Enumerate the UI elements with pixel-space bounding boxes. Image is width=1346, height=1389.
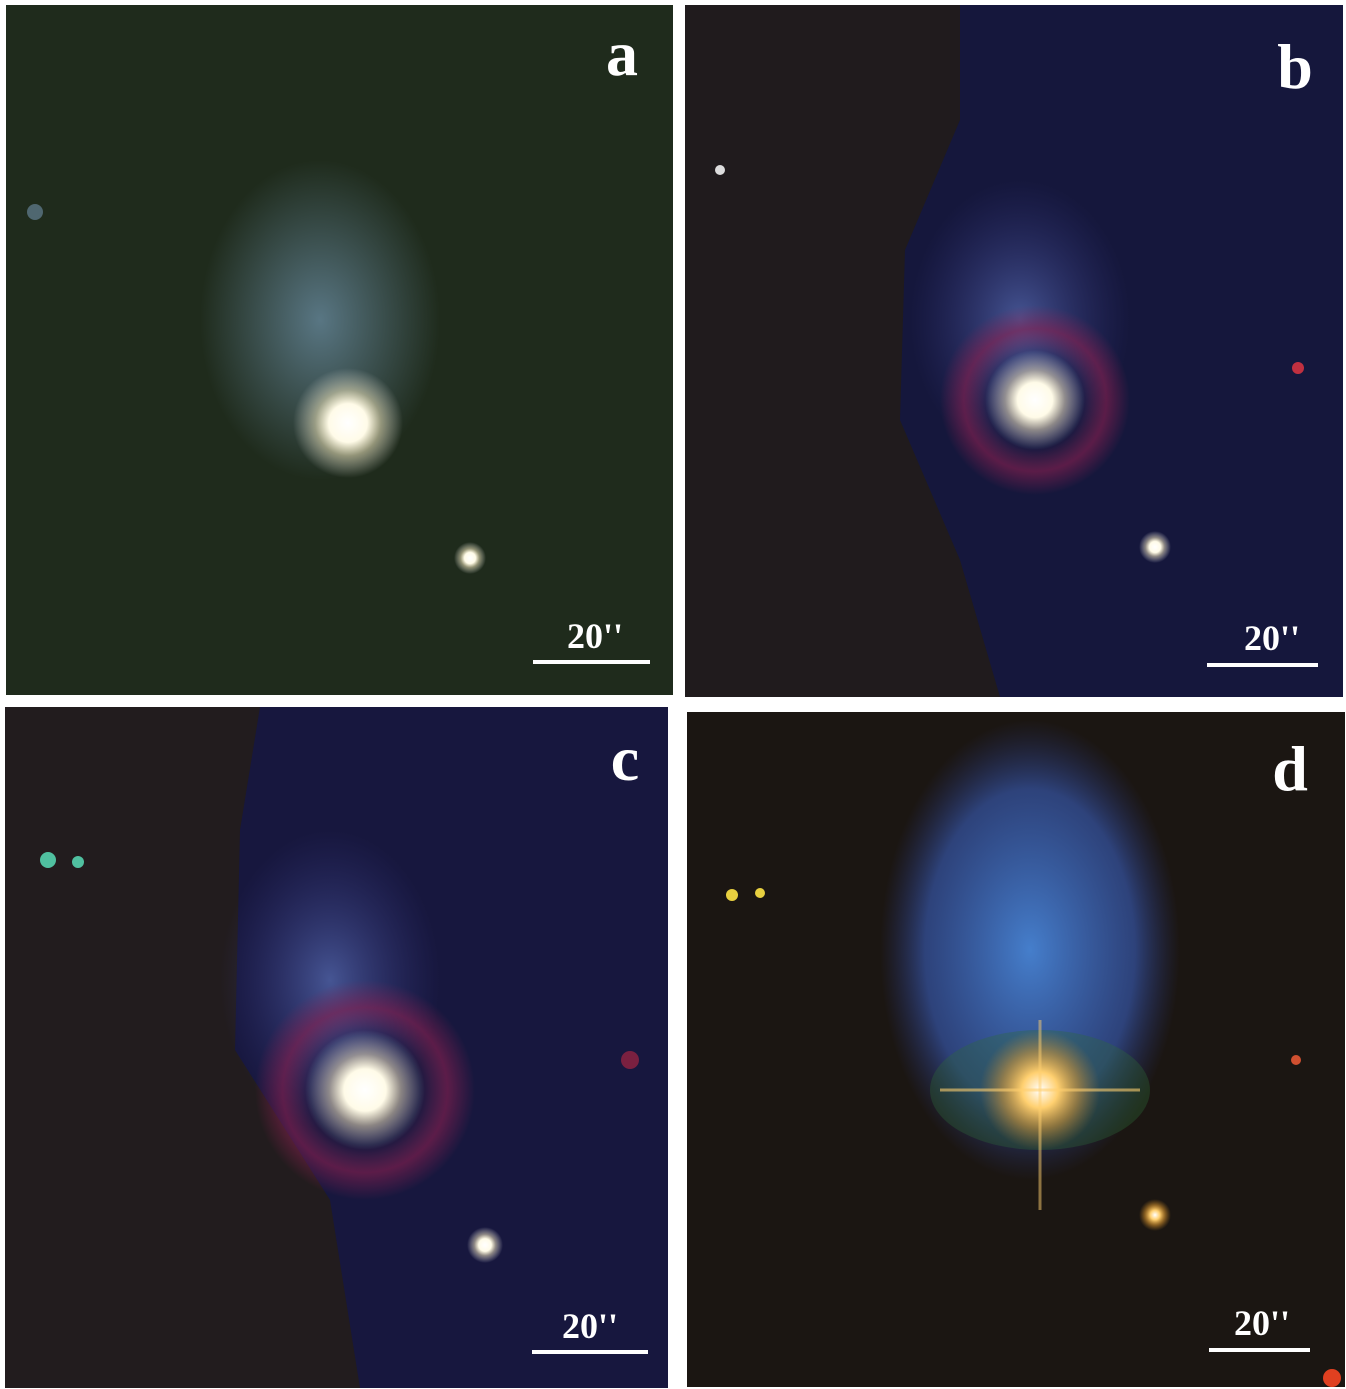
scale-label: 20'' (1244, 618, 1300, 658)
scale-label: 20'' (1234, 1303, 1290, 1343)
panel-label: d (1272, 733, 1308, 804)
panel-label: b (1277, 31, 1313, 102)
panel-b: b 20'' (685, 5, 1343, 697)
panel-label: c (611, 723, 639, 794)
scale-label: 20'' (562, 1306, 618, 1346)
scale-label: 20'' (567, 616, 623, 656)
panel-c: c 20'' (5, 707, 668, 1388)
panel-label: a (606, 18, 638, 89)
panel-d: d 20'' (687, 712, 1345, 1387)
panel-a: a 20'' (6, 5, 673, 695)
